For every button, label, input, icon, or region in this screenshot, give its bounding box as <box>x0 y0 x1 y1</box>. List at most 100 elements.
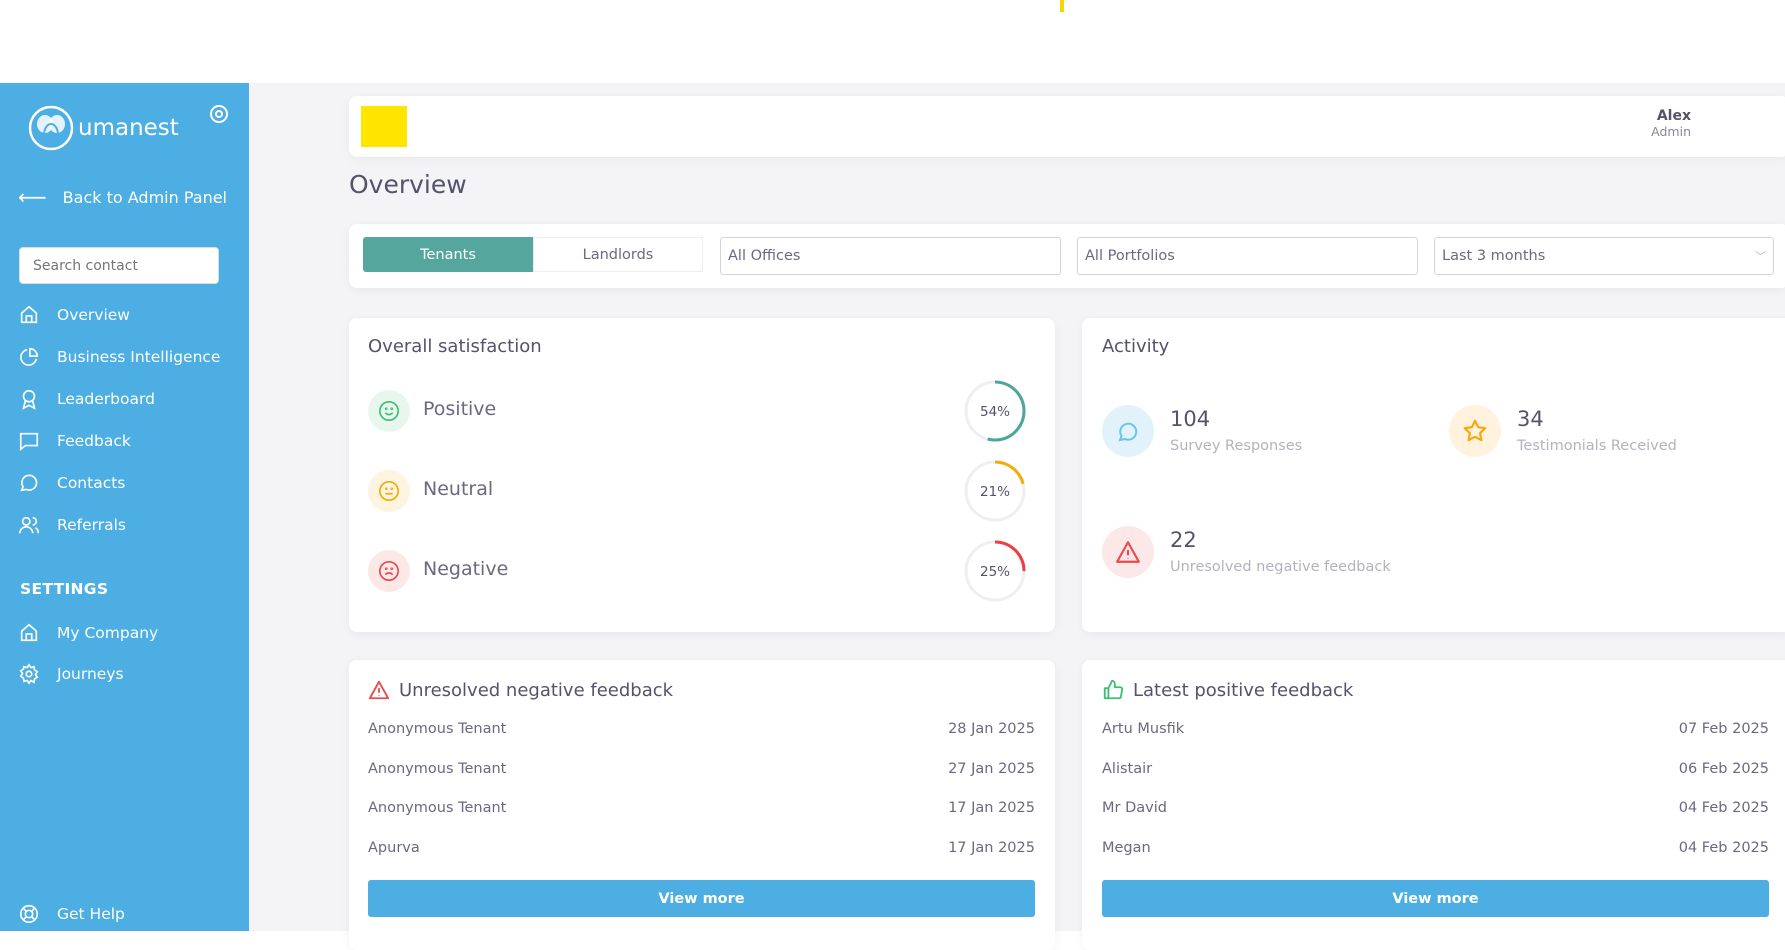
message-circle-icon <box>20 474 38 492</box>
sidebar-item-contacts[interactable]: Contacts <box>18 472 125 494</box>
user-role: Admin <box>1651 124 1691 139</box>
star-icon <box>1463 419 1487 442</box>
sidebar-item-overview[interactable]: Overview <box>18 304 130 326</box>
card-title: Unresolved negative feedback <box>399 679 674 701</box>
negative-face-icon <box>379 561 399 581</box>
percent-label: 21% <box>980 484 1010 500</box>
top-header: Alex Admin <box>349 96 1785 157</box>
company-logo-placeholder <box>361 106 407 147</box>
user-name: Alex <box>1656 108 1691 124</box>
feedback-row[interactable]: Mr David 04 Feb 2025 <box>1102 800 1769 816</box>
sidebar-item-label: Business Intelligence <box>57 348 221 366</box>
sidebar-item-leaderboard[interactable]: Leaderboard <box>18 388 155 410</box>
contact-name: Mr David <box>1102 800 1167 816</box>
neutral-progress-ring: 21% <box>964 460 1026 522</box>
logo[interactable]: umanest <box>28 105 179 151</box>
negative-face-icon-wrap <box>368 550 410 592</box>
sidebar-item-label: Referrals <box>57 516 126 534</box>
feedback-date: 28 Jan 2025 <box>948 721 1035 737</box>
contact-name: Artu Musfik <box>1102 721 1185 737</box>
home-icon <box>20 305 38 324</box>
feedback-row[interactable]: Apurva 17 Jan 2025 <box>368 840 1035 856</box>
feedback-row[interactable]: Megan 04 Feb 2025 <box>1102 840 1769 856</box>
logo-icon <box>28 105 74 151</box>
latest-positive-feedback-card: Latest positive feedback Artu Musfik 07 … <box>1082 660 1785 950</box>
ring-fill <box>964 380 1026 442</box>
sidebar-item-feedback[interactable]: Feedback <box>18 430 131 452</box>
positive-progress-ring: 54% <box>964 380 1026 442</box>
thumbs-up-icon <box>1103 679 1124 700</box>
ring-fill <box>964 540 1026 602</box>
sidebar-item-label: Overview <box>57 306 130 324</box>
ring-fill <box>964 460 1026 522</box>
message-circle-icon <box>1118 422 1138 442</box>
feedback-row[interactable]: Anonymous Tenant 27 Jan 2025 <box>368 761 1035 777</box>
sidebar-item-journeys[interactable]: Journeys <box>18 663 124 685</box>
percent-label: 25% <box>980 564 1010 580</box>
neutral-face-icon-wrap <box>368 470 410 512</box>
feedback-date: 06 Feb 2025 <box>1678 760 1769 777</box>
survey-icon-wrap <box>1102 405 1154 457</box>
sentiment-label: Positive <box>423 398 497 420</box>
feedback-row[interactable]: Artu Musfik 07 Feb 2025 <box>1102 721 1769 737</box>
back-to-admin-link[interactable]: ⟵ Back to Admin Panel <box>18 185 227 209</box>
tab-tenants[interactable]: Tenants <box>363 237 533 272</box>
users-icon <box>19 516 39 534</box>
sidebar-item-business-intelligence[interactable]: Business Intelligence <box>18 346 220 368</box>
feedback-date: 07 Feb 2025 <box>1678 721 1769 737</box>
tab-landlords[interactable]: Landlords <box>533 237 703 272</box>
period-value: Last 3 months <box>1442 248 1546 264</box>
card-title: Overall satisfaction <box>368 336 542 357</box>
neutral-face-icon <box>379 481 399 501</box>
sidebar-item-label: Feedback <box>57 432 131 450</box>
top-marker <box>1060 0 1064 12</box>
view-more-negative-button[interactable]: View more <box>368 880 1035 917</box>
feedback-date: 04 Feb 2025 <box>1678 800 1769 816</box>
sidebar-item-label: My Company <box>57 624 159 642</box>
sidebar: umanest ⟵ Back to Admin Panel Overview B… <box>0 83 249 931</box>
positive-face-icon-wrap <box>368 390 410 432</box>
message-square-icon <box>19 432 39 451</box>
offices-select[interactable]: All Offices <box>720 237 1061 275</box>
sidebar-item-referrals[interactable]: Referrals <box>18 514 126 536</box>
unresolved-negative-feedback-card: Unresolved negative feedback Anonymous T… <box>349 660 1055 950</box>
contact-name: Megan <box>1102 839 1151 856</box>
feedback-date: 04 Feb 2025 <box>1678 839 1769 856</box>
survey-label: Survey Responses <box>1170 438 1303 454</box>
overall-satisfaction-card: Overall satisfaction Positive 54% Neutra… <box>349 318 1055 632</box>
warning-icon <box>368 680 390 700</box>
contact-name: Apurva <box>368 839 420 856</box>
unresolved-label: Unresolved negative feedback <box>1170 559 1391 575</box>
feedback-date: 17 Jan 2025 <box>948 839 1035 856</box>
card-title: Latest positive feedback <box>1133 679 1354 701</box>
back-label: Back to Admin Panel <box>62 187 227 207</box>
feedback-row[interactable]: Alistair 06 Feb 2025 <box>1102 761 1769 777</box>
get-help-link[interactable]: Get Help <box>18 903 125 925</box>
pie-chart-icon <box>20 347 39 366</box>
feedback-row[interactable]: Anonymous Tenant 28 Jan 2025 <box>368 721 1035 737</box>
award-icon <box>22 389 36 410</box>
arrow-left-icon: ⟵ <box>18 185 47 209</box>
period-select[interactable]: Last 3 months ﹀ <box>1434 237 1774 275</box>
contact-name: Anonymous Tenant <box>368 760 507 777</box>
user-menu[interactable]: Alex Admin <box>1651 108 1691 139</box>
sidebar-item-label: Contacts <box>57 474 126 492</box>
sidebar-item-my-company[interactable]: My Company <box>18 622 158 644</box>
testimonials-count: 34 <box>1517 407 1544 431</box>
unresolved-count: 22 <box>1170 528 1197 552</box>
view-more-positive-button[interactable]: View more <box>1102 880 1769 917</box>
target-icon[interactable] <box>209 104 229 124</box>
contact-name: Anonymous Tenant <box>368 721 507 737</box>
gear-icon <box>19 663 39 685</box>
sidebar-item-label: Journeys <box>57 665 124 683</box>
contact-name: Anonymous Tenant <box>368 800 507 816</box>
page-title: Overview <box>349 170 467 199</box>
portfolios-select[interactable]: All Portfolios <box>1077 237 1418 275</box>
testimonials-label: Testimonials Received <box>1517 438 1677 454</box>
settings-heading: SETTINGS <box>20 580 109 598</box>
feedback-date: 27 Jan 2025 <box>948 760 1035 777</box>
search-contact-input[interactable] <box>19 247 219 284</box>
feedback-row[interactable]: Anonymous Tenant 17 Jan 2025 <box>368 800 1035 816</box>
sidebar-item-label: Leaderboard <box>57 390 155 408</box>
testimonials-icon-wrap <box>1449 405 1501 457</box>
